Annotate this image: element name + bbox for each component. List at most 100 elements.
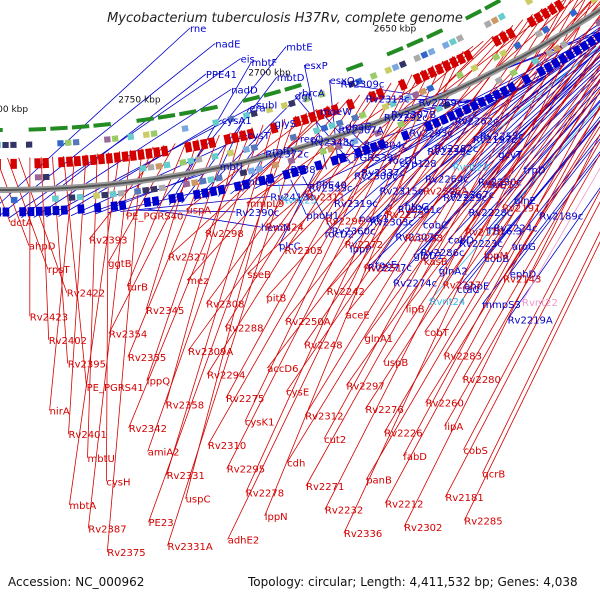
feature-block <box>497 12 506 21</box>
gene-label: ctaC <box>457 285 480 296</box>
feature-block <box>463 49 474 62</box>
feature-block <box>2 142 9 148</box>
feature-block <box>536 65 547 77</box>
gene-label: Rv2288 <box>225 323 263 334</box>
feature-block <box>226 149 235 157</box>
gene-label: narK1 <box>359 214 389 225</box>
feature-block <box>139 165 147 172</box>
feature-block <box>320 124 329 132</box>
gene-label: Rv2228c <box>469 208 513 219</box>
feature-block <box>263 89 282 98</box>
gene-label: amiA2 <box>148 448 180 459</box>
gene-label: Rv2305 <box>285 246 323 257</box>
feature-block <box>420 50 429 59</box>
feature-block <box>381 102 390 111</box>
feature-block <box>338 152 348 164</box>
feature-block <box>71 124 90 130</box>
feature-block <box>60 205 68 215</box>
feature-block <box>289 133 298 142</box>
label-connector <box>226 65 433 469</box>
gene-label: pitB <box>266 293 286 304</box>
feature-block <box>147 164 155 171</box>
label-connector <box>156 46 287 208</box>
label-connector <box>308 135 420 188</box>
feature-block <box>110 201 119 211</box>
gene-label: Rv2143 <box>503 274 541 285</box>
label-connector <box>49 155 76 411</box>
gene-label: Rv2390c <box>236 208 280 219</box>
label-connector <box>245 60 444 493</box>
gene-label: mbtA <box>69 501 96 512</box>
gene-label: Rv2227 <box>443 281 481 292</box>
feature-block <box>239 169 248 177</box>
gene-label: Rv2226 <box>384 429 422 440</box>
feature-block <box>552 44 562 53</box>
feature-block <box>200 138 209 150</box>
feature-block <box>0 127 3 132</box>
gene-label: Rv2342 <box>129 424 167 435</box>
gene-label: Rv2274c <box>393 279 437 290</box>
feature-block <box>412 72 423 85</box>
gene-label: Rv2232 <box>325 506 363 517</box>
gene-label: cysE <box>286 388 309 399</box>
gene-label: glnA1 <box>365 334 394 345</box>
label-connector <box>247 30 504 275</box>
gene-label: Rv2337c <box>361 168 405 179</box>
feature-block <box>182 180 191 188</box>
label-connector <box>523 86 600 170</box>
feature-block <box>0 207 1 217</box>
gene-label: PE_PGRS39 <box>336 153 393 164</box>
gene-label: Rv2319c <box>334 199 378 210</box>
feature-block <box>547 3 558 16</box>
gene-label: mbtD <box>277 73 305 84</box>
feature-block <box>250 110 258 118</box>
gene-label: PPE41 <box>206 70 237 81</box>
label-connector <box>169 61 252 206</box>
gene-label: Rv2307A <box>338 125 383 136</box>
feature-block <box>569 8 578 18</box>
label-connector <box>445 201 600 498</box>
feature-block <box>292 116 302 128</box>
gene-label: era <box>249 104 265 115</box>
gene-label: Rv2336 <box>344 529 382 540</box>
gene-label: Rv2251 <box>364 264 402 275</box>
gene-label: lppM <box>484 251 508 262</box>
feature-block <box>464 8 483 21</box>
feature-block <box>491 89 502 101</box>
feature-block <box>398 60 407 69</box>
feature-block <box>565 49 576 61</box>
gene-label: rocE <box>375 260 397 271</box>
feature-block <box>590 0 599 4</box>
feature-block <box>284 83 302 92</box>
gene-label: ggtB <box>108 259 132 270</box>
gene-label: htpG <box>405 202 429 213</box>
feature-block <box>93 192 101 199</box>
gene-label: Rv2393 <box>89 235 127 246</box>
feature-block <box>238 130 248 142</box>
feature-block <box>448 56 459 69</box>
gene-label: rocD1 <box>389 156 419 167</box>
feature-block <box>509 68 518 77</box>
gene-label: mbtH <box>245 177 273 188</box>
feature-block <box>448 37 457 46</box>
feature-block <box>412 114 421 123</box>
gene-label: Rv2375 <box>107 548 145 559</box>
label-connector <box>305 0 579 487</box>
feature-block <box>223 133 232 145</box>
label-connector <box>463 190 600 450</box>
feature-block <box>57 140 64 147</box>
label-connector <box>463 116 600 286</box>
gene-label: mmpS3 <box>482 300 521 311</box>
label-connector <box>472 28 600 140</box>
label-connector <box>128 127 253 429</box>
gene-label: eis <box>241 55 255 66</box>
gene-label: Rv2272 <box>345 240 383 251</box>
gene-label: cobS <box>464 446 488 457</box>
feature-block <box>439 114 449 125</box>
feature-block <box>334 142 343 151</box>
feature-block <box>470 63 479 73</box>
gene-label: cobT <box>425 328 450 339</box>
feature-block <box>319 147 328 156</box>
gene-label: Rv2189c <box>539 211 583 222</box>
